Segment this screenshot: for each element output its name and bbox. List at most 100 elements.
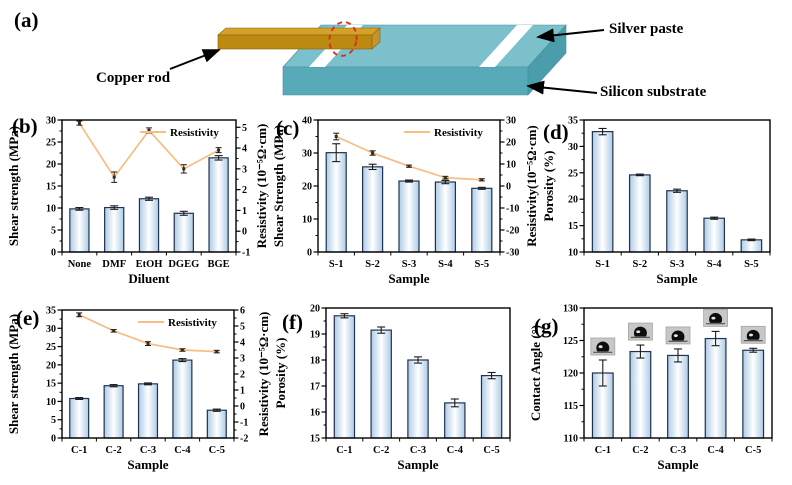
svg-text:4: 4 xyxy=(242,144,247,155)
legend-label: Resistivity xyxy=(170,127,219,139)
category-label: C-2 xyxy=(632,445,648,456)
chart-panel-f-porosity-sample: 15 16 17 18 19 20 C-1 C-2 C-3 C-4 C-5 Sample Porosit… xyxy=(273,296,524,484)
bar xyxy=(208,157,229,253)
category-label: C-5 xyxy=(745,445,761,456)
line-marker xyxy=(407,164,411,168)
svg-text:120: 120 xyxy=(563,369,578,380)
svg-text:5: 5 xyxy=(242,123,247,134)
bar xyxy=(361,166,384,253)
svg-text:20: 20 xyxy=(506,138,516,149)
category-label: C-4 xyxy=(707,445,724,456)
bar xyxy=(480,374,503,439)
bar xyxy=(69,208,90,253)
panel-e-label: (e) xyxy=(16,306,40,330)
bar xyxy=(591,131,614,253)
category-label: C-3 xyxy=(140,445,156,456)
svg-text:18: 18 xyxy=(310,356,320,367)
svg-text:19: 19 xyxy=(310,330,320,341)
y-axis-label: Shear strength (MPa) xyxy=(6,314,21,434)
chart-panel-c-shear-strength-resistivity-sample: Resistivity 0 10 20 30 40 -30 -20 -10 0 10 20 30 Resi… xyxy=(271,110,542,296)
line-marker xyxy=(77,313,81,317)
line-marker xyxy=(217,148,221,152)
bar xyxy=(704,337,727,439)
svg-text:110: 110 xyxy=(564,434,578,445)
bar xyxy=(398,180,420,253)
right-axis-label: Resistivity(10⁻⁵Ω·cm) xyxy=(524,125,539,247)
category-label: C-3 xyxy=(410,445,426,456)
svg-text:0: 0 xyxy=(51,248,56,259)
svg-text:115: 115 xyxy=(564,401,578,412)
copper-rod-end-face xyxy=(371,27,381,50)
category-label: C-1 xyxy=(595,445,611,456)
y-axis-label: Porosity (%) xyxy=(274,338,288,409)
bar xyxy=(444,402,466,439)
svg-text:20: 20 xyxy=(46,360,56,371)
category-label: C-4 xyxy=(447,445,464,456)
svg-text:-1: -1 xyxy=(240,418,248,429)
bar xyxy=(137,383,159,439)
right-axis-label: Resistivity (10⁻⁵Ω·cm) xyxy=(254,124,269,249)
chart-panel-b-shear-strength-resistivity-diluent: Resistivity 0 5 10 15 20 25 30 -1 0 1 2 3 4 5 Resistivi… xyxy=(0,110,272,296)
x-axis-label: Sample xyxy=(657,457,698,472)
svg-text:0: 0 xyxy=(506,182,511,193)
svg-text:6: 6 xyxy=(240,306,245,317)
line-marker xyxy=(112,329,116,333)
panel-a-label: (a) xyxy=(14,8,39,32)
category-label: C-4 xyxy=(174,445,191,456)
substrate-front-face xyxy=(282,66,529,96)
svg-text:20: 20 xyxy=(46,160,56,171)
svg-text:0: 0 xyxy=(240,402,245,413)
y-axis-label: Contact Angle (°) xyxy=(528,325,543,421)
copper-rod-front-face xyxy=(217,34,373,50)
bar xyxy=(104,206,125,253)
svg-text:1: 1 xyxy=(240,386,245,397)
svg-text:25: 25 xyxy=(46,138,56,149)
silicon-substrate-label: Silicon substrate xyxy=(600,84,707,100)
svg-text:0: 0 xyxy=(307,248,312,259)
svg-text:3: 3 xyxy=(240,354,245,365)
bar xyxy=(471,187,493,253)
silver-paste-label: Silver paste xyxy=(609,21,684,37)
category-label: S-3 xyxy=(670,259,685,270)
bar xyxy=(69,397,90,439)
bar xyxy=(434,181,457,253)
droplet-silhouette xyxy=(671,330,685,341)
right-axis-label: Resistivity (10⁻⁵Ω·cm) xyxy=(256,312,271,437)
x-axis-label: Diluent xyxy=(128,271,170,286)
bar xyxy=(667,354,689,439)
svg-text:-1: -1 xyxy=(242,248,250,259)
svg-text:30: 30 xyxy=(568,142,578,153)
svg-text:17: 17 xyxy=(310,382,320,393)
category-label: S-1 xyxy=(329,259,344,270)
silver-paste-strip-2 xyxy=(479,25,533,67)
svg-text:4: 4 xyxy=(240,338,245,349)
svg-text:15: 15 xyxy=(310,434,320,445)
svg-text:3: 3 xyxy=(242,164,247,175)
svg-text:10: 10 xyxy=(46,204,56,215)
bar xyxy=(173,212,194,253)
line-marker xyxy=(182,167,186,171)
svg-text:30: 30 xyxy=(46,324,56,335)
svg-text:25: 25 xyxy=(46,342,56,353)
svg-text:130: 130 xyxy=(563,304,578,315)
copper-rod-label: Copper rod xyxy=(96,70,171,86)
svg-text:15: 15 xyxy=(46,379,56,390)
bar xyxy=(206,409,227,439)
chart-panel-d-porosity-sample: 10 15 20 25 30 35 S-1 S-2 S-3 S-4 S-5 Sample Porosit… xyxy=(541,110,792,296)
svg-text:20: 20 xyxy=(302,182,312,193)
droplet-silhouette xyxy=(709,312,723,323)
droplet-silhouette xyxy=(746,329,760,340)
chart-panel-g-contact-angle-sample: 110 115 120 125 130 C-1 C-2 C-3 C-4 C-5 Sample Cont… xyxy=(524,296,792,484)
silver-paste-arrow xyxy=(536,28,605,43)
panel-b-label: (b) xyxy=(12,114,38,138)
svg-text:2: 2 xyxy=(242,185,247,196)
category-label: C-2 xyxy=(373,445,389,456)
bar xyxy=(742,349,765,439)
y-axis-label: Porosity (%) xyxy=(542,151,556,222)
panel-g-label: (g) xyxy=(534,314,559,338)
svg-text:30: 30 xyxy=(302,149,312,160)
svg-text:2: 2 xyxy=(240,370,245,381)
category-label: S-4 xyxy=(438,259,453,270)
category-label: C-5 xyxy=(483,445,499,456)
